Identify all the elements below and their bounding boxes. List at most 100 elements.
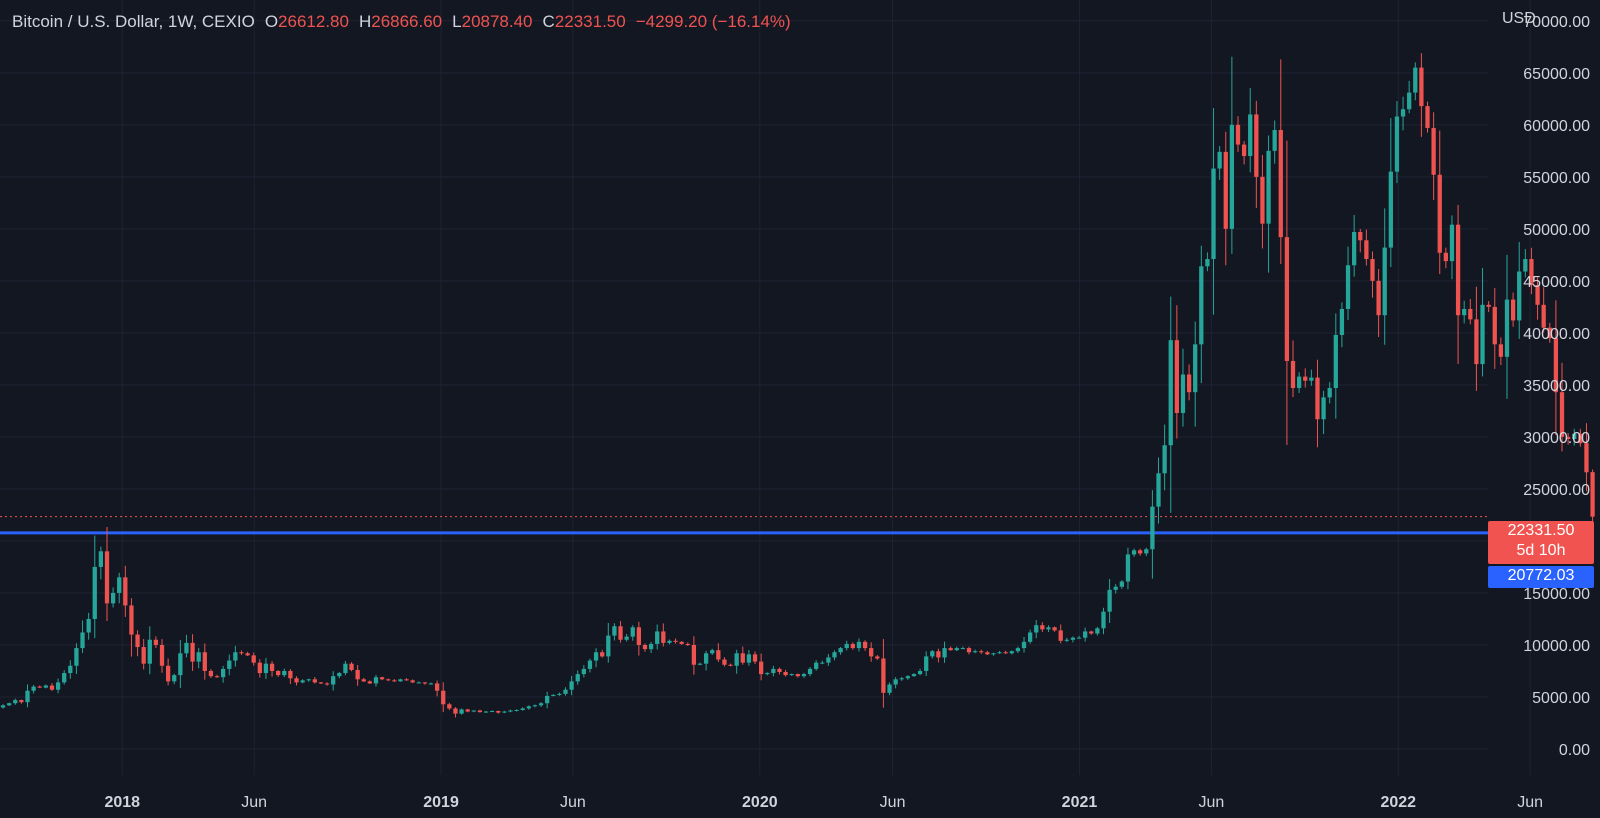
candle[interactable] xyxy=(398,678,403,682)
candle[interactable] xyxy=(1015,646,1021,654)
candle[interactable] xyxy=(508,709,513,713)
candle[interactable] xyxy=(221,665,226,683)
candle[interactable] xyxy=(820,660,825,665)
candle[interactable] xyxy=(893,677,898,689)
candle[interactable] xyxy=(1492,288,1497,369)
candle[interactable] xyxy=(1211,108,1216,315)
candle[interactable] xyxy=(184,634,189,658)
candle[interactable] xyxy=(948,646,953,651)
candle[interactable] xyxy=(587,658,593,673)
candle[interactable] xyxy=(1199,245,1204,384)
candle[interactable] xyxy=(1009,650,1014,655)
candle[interactable] xyxy=(251,652,256,666)
candle[interactable] xyxy=(557,692,562,696)
candle[interactable] xyxy=(459,708,464,715)
candle[interactable] xyxy=(1413,62,1418,101)
candle[interactable] xyxy=(245,651,250,656)
candle[interactable] xyxy=(1266,135,1271,273)
candle[interactable] xyxy=(752,651,758,665)
candle[interactable] xyxy=(1290,340,1296,398)
candle[interactable] xyxy=(1089,630,1094,635)
candle[interactable] xyxy=(422,682,428,685)
candle[interactable] xyxy=(1321,390,1326,435)
candle[interactable] xyxy=(178,639,183,688)
candle[interactable] xyxy=(875,655,880,660)
candle[interactable] xyxy=(691,636,697,675)
candle[interactable] xyxy=(165,658,171,686)
candle[interactable] xyxy=(471,710,476,713)
candle[interactable] xyxy=(997,650,1002,654)
candle[interactable] xyxy=(1468,299,1473,325)
candle[interactable] xyxy=(276,670,281,677)
candle[interactable] xyxy=(716,643,721,662)
candle[interactable] xyxy=(172,673,177,685)
candle[interactable] xyxy=(1064,637,1069,643)
candle[interactable] xyxy=(520,707,525,711)
candle[interactable] xyxy=(881,639,886,708)
candle[interactable] xyxy=(985,650,990,656)
candle[interactable] xyxy=(263,657,269,680)
candle[interactable] xyxy=(117,572,122,604)
candle[interactable] xyxy=(37,685,42,689)
candle[interactable] xyxy=(496,710,501,714)
candle[interactable] xyxy=(856,638,862,652)
candle[interactable] xyxy=(826,653,831,666)
candle[interactable] xyxy=(373,674,379,687)
candle[interactable] xyxy=(545,691,550,709)
candle[interactable] xyxy=(1119,580,1124,589)
candle[interactable] xyxy=(930,650,935,659)
candle[interactable] xyxy=(807,666,813,677)
candle[interactable] xyxy=(917,668,923,676)
candle[interactable] xyxy=(202,643,207,680)
candle[interactable] xyxy=(593,648,599,668)
candle[interactable] xyxy=(416,681,421,684)
candle[interactable] xyxy=(1003,650,1008,655)
candle[interactable] xyxy=(532,704,538,708)
candle[interactable] xyxy=(771,665,776,677)
candle[interactable] xyxy=(636,621,642,656)
candle[interactable] xyxy=(318,681,324,685)
candle[interactable] xyxy=(979,649,984,654)
candle[interactable] xyxy=(386,678,391,682)
candle[interactable] xyxy=(673,638,678,644)
candle[interactable] xyxy=(1241,141,1247,165)
candle[interactable] xyxy=(337,671,342,679)
candle[interactable] xyxy=(728,663,733,667)
candle[interactable] xyxy=(465,708,470,713)
candle[interactable] xyxy=(1217,146,1222,180)
candle[interactable] xyxy=(538,702,544,707)
candle[interactable] xyxy=(1517,241,1522,339)
candle[interactable] xyxy=(1058,624,1063,644)
candle[interactable] xyxy=(477,709,483,713)
candle[interactable] xyxy=(734,649,739,674)
candle[interactable] xyxy=(1186,364,1192,401)
candle[interactable] xyxy=(1180,348,1186,427)
candle[interactable] xyxy=(685,642,690,647)
candle[interactable] xyxy=(355,665,360,686)
candle[interactable] xyxy=(1095,626,1100,636)
candle[interactable] xyxy=(746,649,752,666)
candle[interactable] xyxy=(239,650,244,655)
candle[interactable] xyxy=(141,639,146,670)
candle[interactable] xyxy=(1388,118,1393,268)
candle[interactable] xyxy=(844,640,849,651)
candle[interactable] xyxy=(1394,101,1400,184)
candle[interactable] xyxy=(49,683,55,691)
candle[interactable] xyxy=(1107,578,1112,624)
candle[interactable] xyxy=(447,702,452,711)
candle[interactable] xyxy=(1529,247,1534,295)
candle[interactable] xyxy=(869,642,874,662)
candle[interactable] xyxy=(147,626,152,675)
candle[interactable] xyxy=(1113,584,1118,594)
candle[interactable] xyxy=(214,674,220,678)
candle[interactable] xyxy=(1309,369,1314,386)
candle[interactable] xyxy=(966,646,972,655)
candle[interactable] xyxy=(453,707,458,718)
candle[interactable] xyxy=(1156,457,1161,524)
candle[interactable] xyxy=(367,680,373,684)
candle[interactable] xyxy=(404,678,409,681)
candle[interactable] xyxy=(612,623,617,641)
candle[interactable] xyxy=(324,682,330,686)
candle[interactable] xyxy=(1462,300,1467,324)
candle[interactable] xyxy=(1364,229,1369,266)
